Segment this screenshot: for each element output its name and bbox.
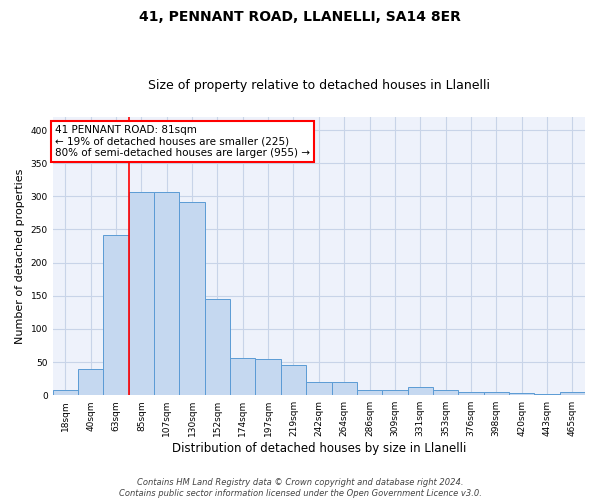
Bar	[382, 390, 407, 395]
Bar	[332, 382, 357, 395]
Bar	[433, 390, 458, 395]
Text: Contains HM Land Registry data © Crown copyright and database right 2024.
Contai: Contains HM Land Registry data © Crown c…	[119, 478, 481, 498]
Bar	[407, 388, 433, 395]
Bar	[484, 392, 509, 395]
Text: 41, PENNANT ROAD, LLANELLI, SA14 8ER: 41, PENNANT ROAD, LLANELLI, SA14 8ER	[139, 10, 461, 24]
Bar	[535, 394, 560, 395]
Bar	[129, 192, 154, 395]
Bar	[458, 392, 484, 395]
Bar	[230, 358, 256, 395]
Bar	[179, 202, 205, 395]
Bar	[205, 299, 230, 395]
Bar	[357, 390, 382, 395]
Bar	[281, 364, 306, 395]
Bar	[306, 382, 332, 395]
Bar	[53, 390, 78, 395]
Text: 41 PENNANT ROAD: 81sqm
← 19% of detached houses are smaller (225)
80% of semi-de: 41 PENNANT ROAD: 81sqm ← 19% of detached…	[55, 125, 310, 158]
Bar	[103, 235, 129, 395]
Bar	[509, 392, 535, 395]
Title: Size of property relative to detached houses in Llanelli: Size of property relative to detached ho…	[148, 79, 490, 92]
X-axis label: Distribution of detached houses by size in Llanelli: Distribution of detached houses by size …	[172, 442, 466, 455]
Bar	[560, 392, 585, 395]
Bar	[256, 358, 281, 395]
Bar	[154, 192, 179, 395]
Y-axis label: Number of detached properties: Number of detached properties	[15, 168, 25, 344]
Bar	[78, 368, 103, 395]
